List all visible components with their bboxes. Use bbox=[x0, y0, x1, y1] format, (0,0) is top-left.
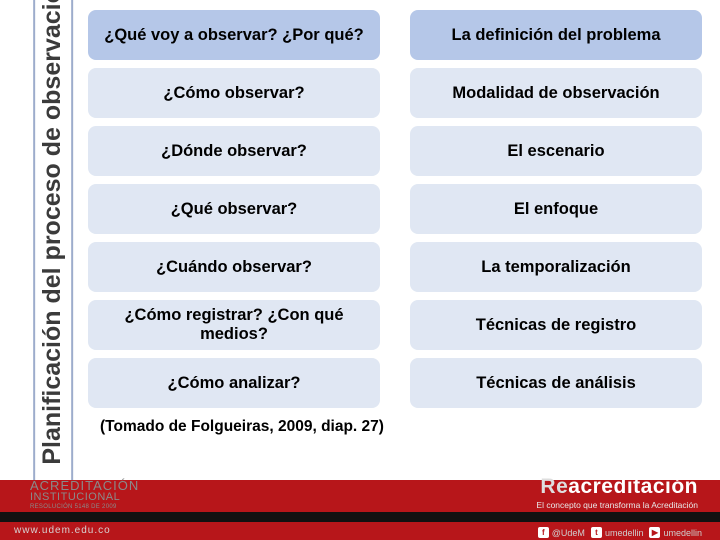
answer-cell: Modalidad de observación bbox=[410, 68, 702, 118]
footer-dark-bar bbox=[0, 512, 720, 522]
social-label: umedellin bbox=[605, 528, 644, 538]
footer-url: www.udem.edu.co bbox=[14, 525, 111, 536]
side-heading-wrap: Planificación del proceso de observación bbox=[18, 10, 88, 408]
question-cell: ¿Cómo registrar? ¿Con qué medios? bbox=[88, 300, 380, 350]
question-cell: ¿Cómo observar? bbox=[88, 68, 380, 118]
table-row: ¿Cómo analizar? Técnicas de análisis bbox=[88, 358, 702, 408]
accreditation-logo: ACREDITACIÓN INSTITUCIONAL RESOLUCIÓN 51… bbox=[30, 479, 139, 510]
accreditation-line3: RESOLUCIÓN 5148 DE 2009 bbox=[30, 504, 139, 510]
question-cell: ¿Qué voy a observar? ¿Por qué? bbox=[88, 10, 380, 60]
social-chip: ▶umedellin bbox=[649, 527, 702, 538]
answer-cell: Técnicas de registro bbox=[410, 300, 702, 350]
social-icon: f bbox=[538, 527, 549, 538]
answer-cell: El enfoque bbox=[410, 184, 702, 234]
accreditation-line2: INSTITUCIONAL bbox=[30, 492, 139, 504]
question-cell: ¿Cuándo observar? bbox=[88, 242, 380, 292]
question-cell: ¿Qué observar? bbox=[88, 184, 380, 234]
brand-rest: acreditación bbox=[568, 475, 698, 498]
question-cell: ¿Cómo analizar? bbox=[88, 358, 380, 408]
table-row: ¿Cómo registrar? ¿Con qué medios? Técnica… bbox=[88, 300, 702, 350]
answer-cell: La definición del problema bbox=[410, 10, 702, 60]
answer-cell: Técnicas de análisis bbox=[410, 358, 702, 408]
answer-cell: La temporalización bbox=[410, 242, 702, 292]
accreditation-line1: ACREDITACIÓN bbox=[30, 479, 139, 493]
reacreditacion-brand: Reacreditación bbox=[536, 475, 698, 499]
table-row: ¿Qué observar? El enfoque bbox=[88, 184, 702, 234]
social-chip: tumedellin bbox=[591, 527, 644, 538]
table-row: ¿Dónde observar? El escenario bbox=[88, 126, 702, 176]
reacreditacion-tagline: El concepto que transforma la Acreditaci… bbox=[536, 500, 698, 510]
social-icon: t bbox=[591, 527, 602, 538]
footer-social: f@UdeMtumedellin▶umedellin bbox=[538, 527, 702, 538]
table-row: ¿Qué voy a observar? ¿Por qué? La definic… bbox=[88, 10, 702, 60]
social-icon: ▶ bbox=[649, 527, 660, 538]
citation-text: (Tomado de Folgueiras, 2009, diap. 27) bbox=[100, 418, 720, 436]
social-label: umedellin bbox=[663, 528, 702, 538]
social-chip: f@UdeM bbox=[538, 527, 585, 538]
reacreditacion-logo: Reacreditación El concepto que transform… bbox=[536, 475, 698, 510]
table-row: ¿Cómo observar? Modalidad de observación bbox=[88, 68, 702, 118]
table-row: ¿Cuándo observar? La temporalización bbox=[88, 242, 702, 292]
observation-planning-table: ¿Qué voy a observar? ¿Por qué? La definic… bbox=[88, 10, 702, 408]
question-cell: ¿Dónde observar? bbox=[88, 126, 380, 176]
social-label: @UdeM bbox=[552, 528, 585, 538]
side-heading: Planificación del proceso de observación bbox=[33, 0, 73, 485]
answer-cell: El escenario bbox=[410, 126, 702, 176]
brand-prefix: Re bbox=[540, 475, 568, 498]
